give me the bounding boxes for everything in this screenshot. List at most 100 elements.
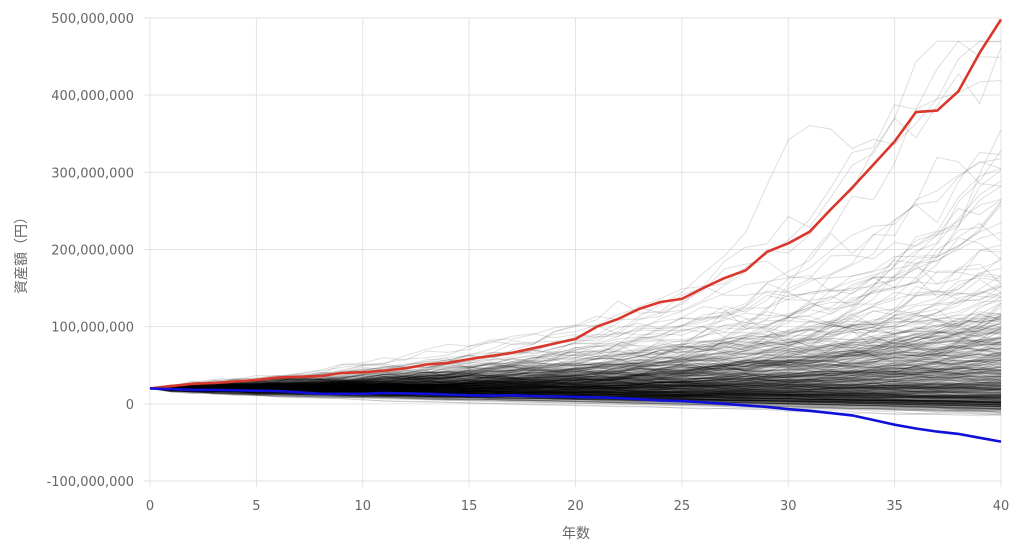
x-axis-title: 年数: [562, 526, 590, 542]
simulation-line: [149, 380, 1002, 403]
simulation-line: [149, 40, 1001, 391]
simulation-line: [149, 387, 1001, 415]
simulation-line: [149, 387, 1001, 409]
simulation-line: [149, 383, 1002, 401]
simulation-line: [149, 363, 1002, 392]
simulation-line: [149, 386, 1002, 399]
simulation-line: [149, 380, 1002, 397]
simulation-line: [149, 380, 1002, 391]
simulation-line: [149, 385, 1002, 400]
simulation-line: [149, 366, 1002, 390]
simulation-line: [149, 363, 1002, 389]
simulation-line: [150, 335, 1002, 389]
simulation-line: [149, 313, 1002, 392]
simulation-line: [149, 314, 1002, 391]
simulation-line: [149, 337, 1002, 389]
simulation-line: [149, 322, 1002, 390]
simulation-line: [149, 369, 1002, 393]
simulation-line: [149, 387, 1002, 417]
simulation-line: [149, 340, 1002, 392]
simulation-line: [149, 385, 1002, 396]
simulation-line: [149, 341, 1002, 391]
simulation-line: [149, 387, 1002, 408]
simulation-line: [149, 160, 1002, 389]
simulation-line: [149, 354, 1002, 392]
simulation-line: [149, 381, 1002, 392]
simulation-line: [149, 286, 1002, 389]
simulation-line: [149, 198, 1002, 390]
simulation-line: [149, 315, 1002, 389]
simulation-line: [149, 380, 1002, 401]
simulation-line: [149, 378, 1002, 393]
simulation-line: [149, 341, 1001, 389]
simulation-line: [149, 156, 1002, 389]
simulation-line: [149, 383, 1002, 393]
simulation-line: [149, 371, 1002, 392]
simulation-line: [149, 353, 1002, 389]
simulation-line: [149, 384, 1002, 395]
simulation-line: [149, 361, 1002, 391]
simulation-line: [149, 327, 1002, 390]
simulation-line: [149, 372, 1002, 393]
simulation-line: [149, 386, 1002, 403]
simulation-line: [149, 387, 1002, 410]
simulation-line: [149, 386, 1002, 400]
simulation-line: [149, 376, 1002, 389]
simulation-line: [149, 387, 1002, 398]
simulation-line: [149, 373, 1001, 391]
simulation-line: [149, 202, 1002, 389]
simulation-line: [149, 354, 1002, 389]
simulation-line: [149, 382, 1002, 391]
simulation-line: [149, 373, 1002, 396]
simulation-line: [149, 344, 1002, 389]
simulation-line: [149, 373, 1002, 391]
x-axis-ticks: 0 5 10 15 20 25 30 35 40: [146, 499, 1009, 514]
simulation-line: [150, 347, 1002, 389]
simulation-line: [149, 79, 1002, 389]
simulation-line: [149, 383, 1002, 399]
simulation-line: [149, 361, 1002, 390]
simulation-line: [149, 357, 1002, 392]
x-tick-label: 30: [780, 499, 797, 514]
simulation-line: [149, 376, 1002, 390]
simulation-line: [149, 347, 1002, 389]
simulation-line: [149, 385, 1002, 393]
simulation-line: [149, 379, 1001, 393]
simulation-line: [149, 284, 1002, 389]
y-tick-label: 500,000,000: [51, 12, 134, 27]
simulation-line: [149, 368, 1002, 389]
simulation-line: [149, 375, 1002, 391]
simulation-line: [149, 376, 1002, 391]
simulation-line: [149, 380, 1002, 391]
simulation-line: [149, 318, 1002, 389]
simulation-line: [149, 387, 1002, 402]
simulation-line: [149, 384, 1002, 403]
simulation-line: [149, 326, 1002, 393]
simulation-line: [149, 169, 1002, 389]
x-tick-label: 25: [674, 499, 691, 514]
simulation-line: [149, 385, 1002, 410]
simulation-line: [149, 352, 1002, 390]
simulation-line: [149, 361, 1002, 390]
simulation-line: [149, 375, 1002, 390]
simulation-line: [150, 387, 1002, 407]
simulation-line: [149, 385, 1002, 399]
simulation-line: [149, 386, 1002, 410]
simulation-line: [149, 306, 1002, 391]
simulation-line: [149, 365, 1002, 393]
simulation-line: [149, 311, 1002, 389]
simulation-line: [149, 387, 1002, 416]
simulation-line: [149, 292, 1002, 390]
simulation-line: [149, 384, 1002, 401]
simulation-line: [149, 385, 1002, 401]
simulation-line: [149, 382, 1002, 397]
simulation-line: [150, 299, 1002, 389]
simulation-line: [149, 387, 1002, 399]
simulation-line: [149, 151, 1002, 390]
simulation-line: [149, 387, 1002, 403]
simulation-line: [149, 382, 1002, 390]
simulation-line: [149, 382, 1002, 402]
simulation-line: [149, 384, 1002, 401]
simulation-line: [149, 357, 1002, 389]
simulation-line: [149, 386, 1001, 397]
